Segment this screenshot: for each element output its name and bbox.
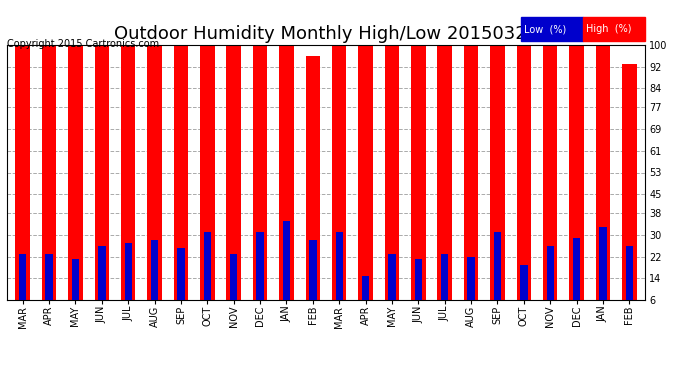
Bar: [46, 254, 53, 300]
Bar: [124, 243, 132, 300]
Text: Low  (%): Low (%): [524, 24, 566, 34]
Bar: [494, 232, 501, 300]
Bar: [226, 45, 241, 300]
Bar: [309, 240, 317, 300]
Bar: [72, 259, 79, 300]
Bar: [595, 45, 610, 300]
Bar: [177, 249, 185, 300]
Bar: [626, 246, 633, 300]
Bar: [437, 45, 452, 300]
Bar: [415, 259, 422, 300]
Bar: [230, 254, 237, 300]
Bar: [335, 232, 343, 300]
Bar: [467, 256, 475, 300]
Bar: [358, 45, 373, 300]
Bar: [306, 56, 320, 300]
Bar: [517, 45, 531, 300]
Text: Copyright 2015 Cartronics.com: Copyright 2015 Cartronics.com: [7, 39, 159, 50]
Bar: [148, 45, 162, 300]
Text: High  (%): High (%): [586, 24, 631, 34]
Bar: [121, 45, 135, 300]
Bar: [385, 45, 400, 300]
Bar: [253, 45, 267, 300]
Bar: [151, 240, 158, 300]
Bar: [332, 45, 346, 300]
Bar: [520, 265, 528, 300]
Bar: [622, 64, 637, 300]
Bar: [283, 221, 290, 300]
Bar: [543, 45, 558, 300]
Bar: [19, 254, 26, 300]
Title: Outdoor Humidity Monthly High/Low 20150328: Outdoor Humidity Monthly High/Low 201503…: [114, 26, 538, 44]
Bar: [464, 45, 478, 300]
Bar: [573, 238, 580, 300]
Bar: [95, 45, 109, 300]
Bar: [411, 45, 426, 300]
Bar: [257, 232, 264, 300]
Bar: [68, 45, 83, 300]
Bar: [174, 45, 188, 300]
Bar: [388, 254, 395, 300]
Bar: [362, 276, 369, 300]
Bar: [279, 45, 294, 300]
Bar: [200, 45, 215, 300]
Bar: [441, 254, 449, 300]
Bar: [42, 45, 57, 300]
Bar: [98, 246, 106, 300]
Bar: [599, 227, 607, 300]
Bar: [204, 232, 211, 300]
Bar: [15, 45, 30, 300]
Bar: [546, 246, 554, 300]
Bar: [569, 45, 584, 300]
Bar: [490, 45, 504, 300]
